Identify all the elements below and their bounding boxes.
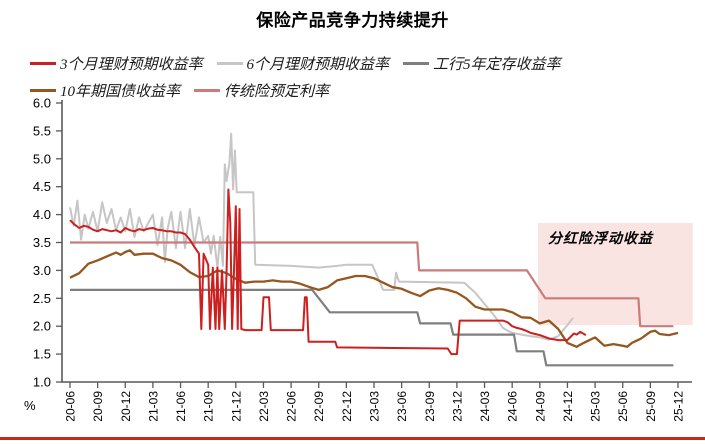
x-tick-label: 20-06 (64, 391, 78, 422)
x-tick-label: 21-03 (146, 391, 160, 422)
y-tick-label: 5.5 (33, 123, 51, 138)
series-icbc-5y-deposit (70, 288, 674, 367)
x-tick-label: 24-09 (533, 391, 547, 422)
x-tick-label: 23-09 (423, 391, 437, 422)
legend-row-1: 3个月理财预期收益率 6个月理财预期收益率 工行5年定存收益率 (30, 50, 561, 77)
legend-swatch (216, 62, 243, 65)
legend-item-label: 3个月理财预期收益率 (60, 57, 203, 73)
x-tick-label: 22-09 (312, 391, 326, 422)
x-tick-label: 21-06 (174, 391, 188, 422)
legend-item-label: 6个月理财预期收益率 (246, 57, 390, 73)
series-wmp-6m (69, 132, 574, 341)
x-tick-label: 22-12 (340, 391, 354, 422)
legend-item-label: 工行5年定存收益率 (433, 57, 561, 73)
y-tick-label: 3.5 (33, 235, 51, 250)
x-tick-label: 23-06 (395, 391, 409, 422)
y-tick-label: 3.0 (33, 263, 51, 278)
legend-swatch (30, 62, 56, 65)
x-tick-label: 20-12 (119, 391, 133, 422)
x-tick-label: 25-06 (616, 391, 630, 422)
legend-swatch (30, 89, 56, 92)
series-wmp-3m (69, 188, 587, 356)
chart-title: 保险产品竞争力持续提升 (256, 11, 449, 30)
x-tick-label: 22-06 (285, 391, 299, 422)
x-tick-label: 24-12 (561, 391, 575, 422)
legend-item: 工行5年定存收益率 (403, 53, 561, 74)
legend: 3个月理财预期收益率 6个月理财预期收益率 工行5年定存收益率 10年期国债收益率 传统… (30, 50, 561, 104)
x-tick-label: 25-03 (589, 391, 603, 422)
x-tick-label: 20-09 (91, 391, 105, 422)
x-tick-label: 23-12 (450, 391, 464, 422)
legend-item: 传统险预定利率 (194, 80, 329, 101)
series-cgb-10y (69, 249, 679, 348)
x-tick-label: 25-09 (644, 391, 658, 422)
y-tick-label: 2.0 (33, 319, 51, 334)
annotation-box (537, 222, 693, 326)
legend-item-label: 10年期国债收益率 (60, 84, 181, 100)
y-tick-label: 2.5 (33, 291, 51, 306)
y-tick-label: 1.0 (33, 375, 51, 390)
series-traditional-insurance-rate (70, 241, 674, 328)
x-tick-label: 23-03 (367, 391, 381, 422)
legend-swatch (194, 89, 221, 92)
x-tick-label: 21-12 (229, 391, 243, 422)
x-tick-label: 24-06 (506, 391, 520, 422)
legend-item: 10年期国债收益率 (30, 80, 180, 101)
y-tick-label: 4.5 (33, 179, 51, 194)
y-axis-unit-label: % (24, 398, 36, 413)
x-tick-label: 24-03 (478, 391, 492, 422)
y-tick-label: 1.5 (33, 347, 51, 362)
legend-item: 6个月理财预期收益率 (216, 53, 390, 74)
x-tick-label: 21-09 (202, 391, 216, 422)
legend-item-label: 传统险预定利率 (224, 84, 330, 100)
x-tick-label: 25-12 (671, 391, 685, 422)
x-tick-label: 22-03 (257, 391, 271, 422)
legend-row-2: 10年期国债收益率 传统险预定利率 (30, 77, 561, 104)
bottom-rule (0, 437, 705, 440)
y-tick-label: 6.0 (33, 96, 51, 111)
y-tick-label: 5.0 (33, 151, 51, 166)
y-tick-label: 4.0 (33, 207, 51, 222)
legend-swatch (403, 62, 430, 65)
annotation-label: 分红险浮动收益 (548, 230, 653, 246)
legend-item: 3个月理财预期收益率 (30, 53, 203, 74)
